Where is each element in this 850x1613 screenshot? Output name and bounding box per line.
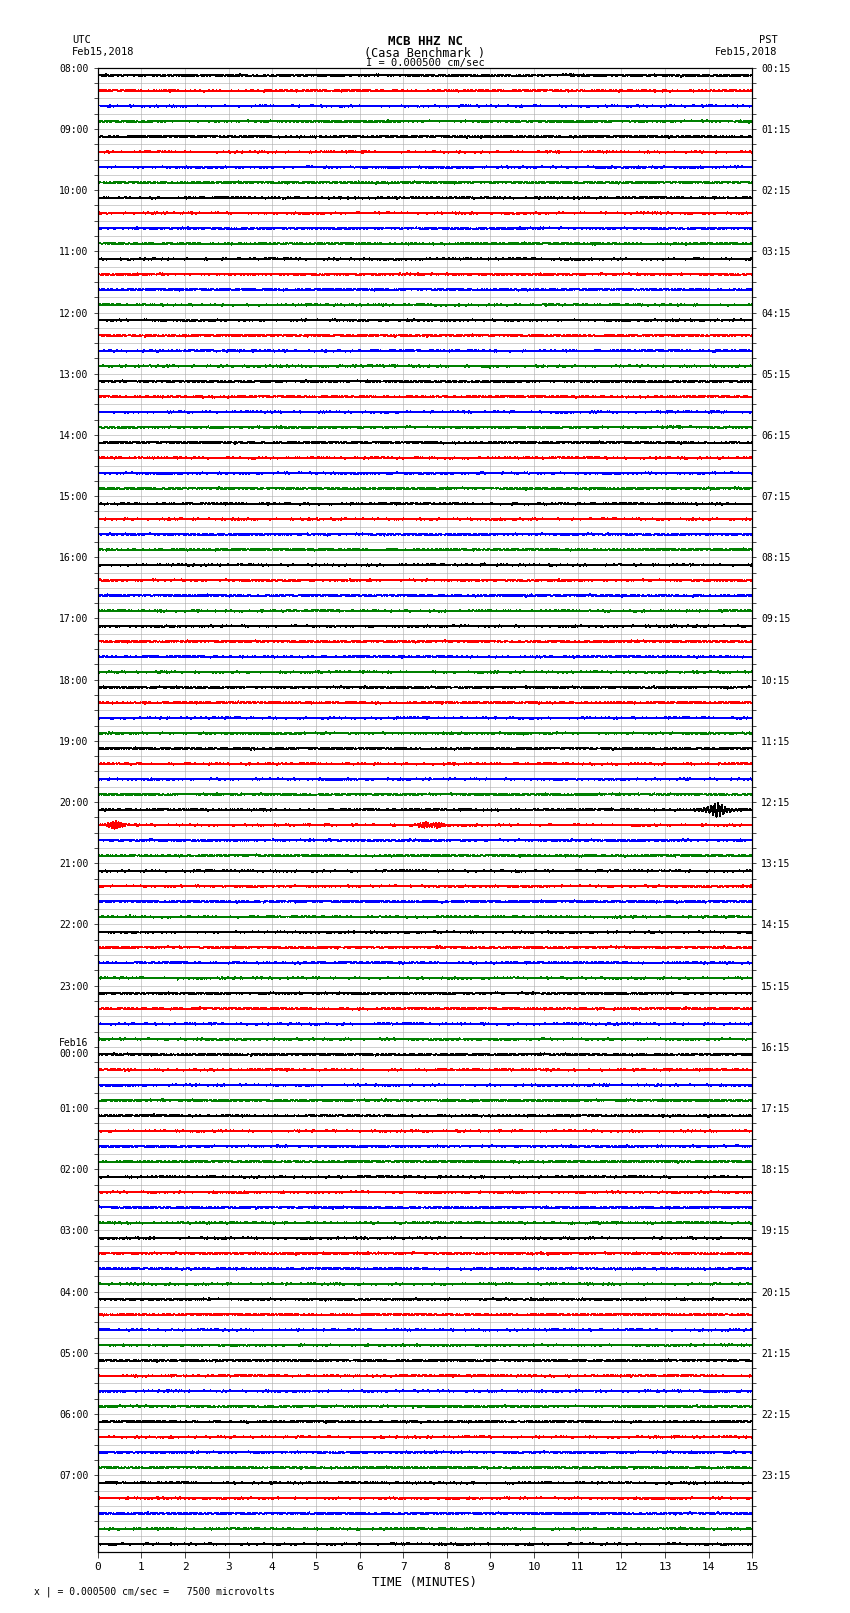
Text: Feb15,2018: Feb15,2018 xyxy=(715,47,778,56)
Text: I = 0.000500 cm/sec: I = 0.000500 cm/sec xyxy=(366,58,484,68)
X-axis label: TIME (MINUTES): TIME (MINUTES) xyxy=(372,1576,478,1589)
Text: Feb15,2018: Feb15,2018 xyxy=(72,47,135,56)
Text: MCB HHZ NC: MCB HHZ NC xyxy=(388,35,462,48)
Text: UTC: UTC xyxy=(72,35,91,45)
Text: (Casa Benchmark ): (Casa Benchmark ) xyxy=(365,47,485,60)
Text: x | = 0.000500 cm/sec =   7500 microvolts: x | = 0.000500 cm/sec = 7500 microvolts xyxy=(34,1586,275,1597)
Text: PST: PST xyxy=(759,35,778,45)
